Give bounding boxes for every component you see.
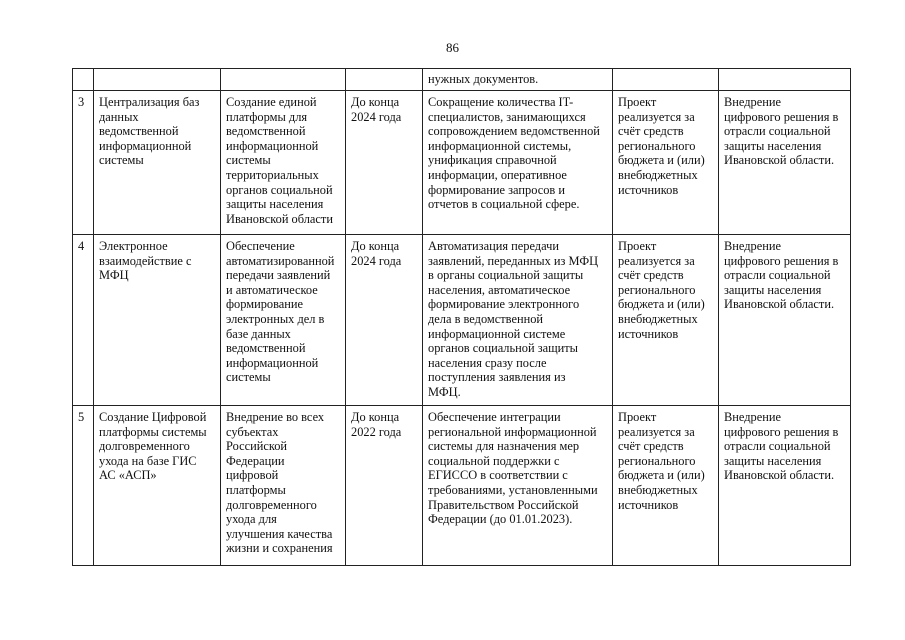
cell-name: Электронное взаимодействие с МФЦ — [93, 234, 221, 406]
cell-description: Внедрение во всех субъектах Российской Ф… — [220, 405, 346, 566]
cell-num: 5 — [72, 405, 94, 566]
cell-funding: Проект реализуется за счёт средств регио… — [612, 405, 719, 566]
page-number: 86 — [446, 40, 459, 55]
cell-deadline: До конца 2022 года — [345, 405, 423, 566]
table-row: нужных документов. — [72, 68, 851, 91]
cell-deadline — [345, 68, 423, 91]
cell-description: Обеспечение автоматизированной передачи … — [220, 234, 346, 406]
cell-num: 4 — [72, 234, 94, 406]
cell-effect: Внедрение цифрового решения в отрасли со… — [718, 234, 851, 406]
cell-name: Централизация баз данных ведомственной и… — [93, 90, 221, 235]
cell-deadline: До конца 2024 года — [345, 90, 423, 235]
cell-funding: Проект реализуется за счёт средств регио… — [612, 90, 719, 235]
cell-funding — [612, 68, 719, 91]
cell-funding: Проект реализуется за счёт средств регио… — [612, 234, 719, 406]
cell-name — [93, 68, 221, 91]
cell-description: Создание единой платформы для ведомствен… — [220, 90, 346, 235]
cell-effect: Внедрение цифрового решения в отрасли со… — [718, 90, 851, 235]
cell-name: Создание Цифровой платформы системы долг… — [93, 405, 221, 566]
cell-num: 3 — [72, 90, 94, 235]
cell-result: Обеспечение интеграции региональной инфо… — [422, 405, 613, 566]
measures-table: нужных документов. 3 Централизация баз д… — [72, 68, 851, 566]
cell-deadline: До конца 2024 года — [345, 234, 423, 406]
table-row: 3 Централизация баз данных ведомственной… — [72, 90, 851, 235]
cell-result: Сокращение количества IT- специалистов, … — [422, 90, 613, 235]
cell-result: Автоматизация передачи заявлений, переда… — [422, 234, 613, 406]
cell-result: нужных документов. — [422, 68, 613, 91]
cell-effect: Внедрение цифрового решения в отрасли со… — [718, 405, 851, 566]
cell-description — [220, 68, 346, 91]
cell-effect — [718, 68, 851, 91]
table-row: 4 Электронное взаимодействие с МФЦ Обесп… — [72, 234, 851, 406]
table-row: 5 Создание Цифровой платформы системы до… — [72, 405, 851, 566]
cell-num — [72, 68, 94, 91]
